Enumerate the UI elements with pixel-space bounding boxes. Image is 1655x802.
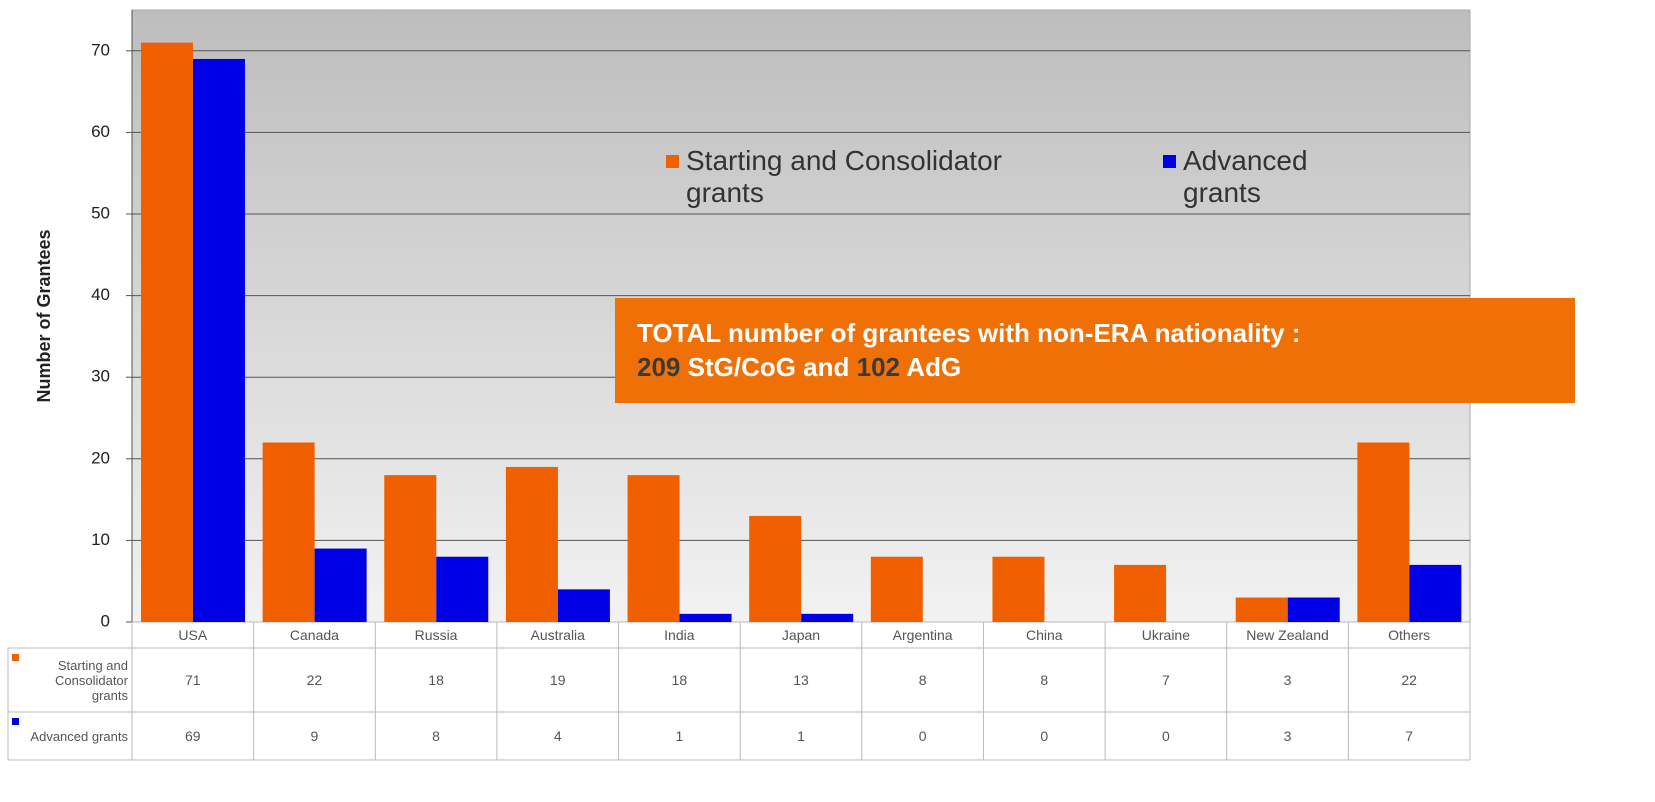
table-cell: 13 xyxy=(793,672,809,688)
table-cell: 8 xyxy=(1040,672,1049,688)
stg-total: 209 xyxy=(637,352,681,382)
table-cell: 8 xyxy=(918,672,927,688)
x-tick-label: Others xyxy=(1388,627,1431,643)
bar xyxy=(557,589,610,622)
bar xyxy=(1114,564,1167,622)
table-cell: 22 xyxy=(1401,672,1417,688)
bar xyxy=(801,613,854,622)
table-cell: 19 xyxy=(549,672,566,688)
table-cell: 3 xyxy=(1283,728,1292,744)
x-tick-label: USA xyxy=(178,627,208,643)
legend-label: Starting and Consolidator grants xyxy=(686,145,1002,208)
y-tick-label: 60 xyxy=(91,122,110,141)
bar xyxy=(1287,597,1340,622)
table-cell: 22 xyxy=(306,672,323,688)
y-tick-label: 0 xyxy=(101,611,110,630)
table-cell: 1 xyxy=(797,728,805,744)
x-tick-label: Australia xyxy=(530,627,585,643)
x-tick-label: China xyxy=(1025,627,1063,643)
bar xyxy=(627,475,680,622)
bar xyxy=(1409,564,1462,622)
bar xyxy=(679,613,732,622)
x-tick-label: Ukraine xyxy=(1141,627,1191,643)
table-cell: 3 xyxy=(1283,672,1292,688)
bar xyxy=(505,466,558,622)
table-cell: 7 xyxy=(1161,672,1170,688)
table-cell: 18 xyxy=(671,672,688,688)
bar xyxy=(314,548,367,622)
legend-swatch xyxy=(12,654,19,661)
annotation-totals: 209 StG/CoG and 102 AdG xyxy=(637,350,1575,384)
table-cell: 71 xyxy=(185,672,201,688)
adg-label: AdG xyxy=(906,352,962,382)
table-cell: 4 xyxy=(553,728,562,744)
bar xyxy=(749,515,802,622)
bar xyxy=(262,442,315,622)
x-tick-label: Japan xyxy=(781,627,821,643)
annotation-text: TOTAL number of grantees with non-ERA na… xyxy=(637,318,1301,348)
table-row-header: Starting and Consolidator grants xyxy=(8,648,132,712)
x-tick-label: Canada xyxy=(289,627,339,643)
bar xyxy=(1235,597,1288,622)
x-tick-label: Argentina xyxy=(892,627,953,643)
row-label: Advanced grants xyxy=(30,728,128,744)
y-axis-label: Number of Grantees xyxy=(34,229,54,402)
y-tick-label: 10 xyxy=(91,530,110,549)
x-tick-label: New Zealand xyxy=(1246,627,1329,643)
y-tick-label: 50 xyxy=(91,203,110,222)
x-tick-label: India xyxy=(664,627,695,643)
legend-label: Advanced grants xyxy=(1183,145,1308,208)
table-cell: 18 xyxy=(428,672,444,688)
table-cell: 8 xyxy=(432,728,440,744)
table-cell: 0 xyxy=(918,728,927,744)
legend-swatch xyxy=(12,718,19,725)
bar xyxy=(384,475,437,622)
legend-swatch xyxy=(1163,155,1176,168)
table-cell: 0 xyxy=(1161,728,1170,744)
table-cell: 69 xyxy=(185,728,201,744)
annotation: TOTAL number of grantees with non-ERA na… xyxy=(615,298,1575,403)
bar xyxy=(141,42,193,622)
x-tick-label: Russia xyxy=(414,627,458,643)
table-row-header: Advanced grants xyxy=(8,712,132,760)
y-tick-label: 40 xyxy=(91,285,110,304)
row-label: Starting and Consolidator grants xyxy=(55,657,128,703)
y-tick-label: 30 xyxy=(91,367,110,386)
table-cell: 9 xyxy=(310,728,319,744)
table-cell: 0 xyxy=(1040,728,1049,744)
y-tick-label: 20 xyxy=(91,448,110,467)
y-tick-label: 70 xyxy=(91,40,110,59)
adg-total: 102 xyxy=(856,352,901,382)
table-cell: 1 xyxy=(675,728,684,744)
bar xyxy=(870,556,923,622)
bar xyxy=(1357,442,1410,622)
bar xyxy=(436,556,489,622)
table-cell: 7 xyxy=(1405,728,1414,744)
stg-label: StG/CoG and xyxy=(687,352,850,382)
bar xyxy=(193,58,245,622)
bar xyxy=(992,556,1045,622)
legend-swatch xyxy=(666,155,679,168)
